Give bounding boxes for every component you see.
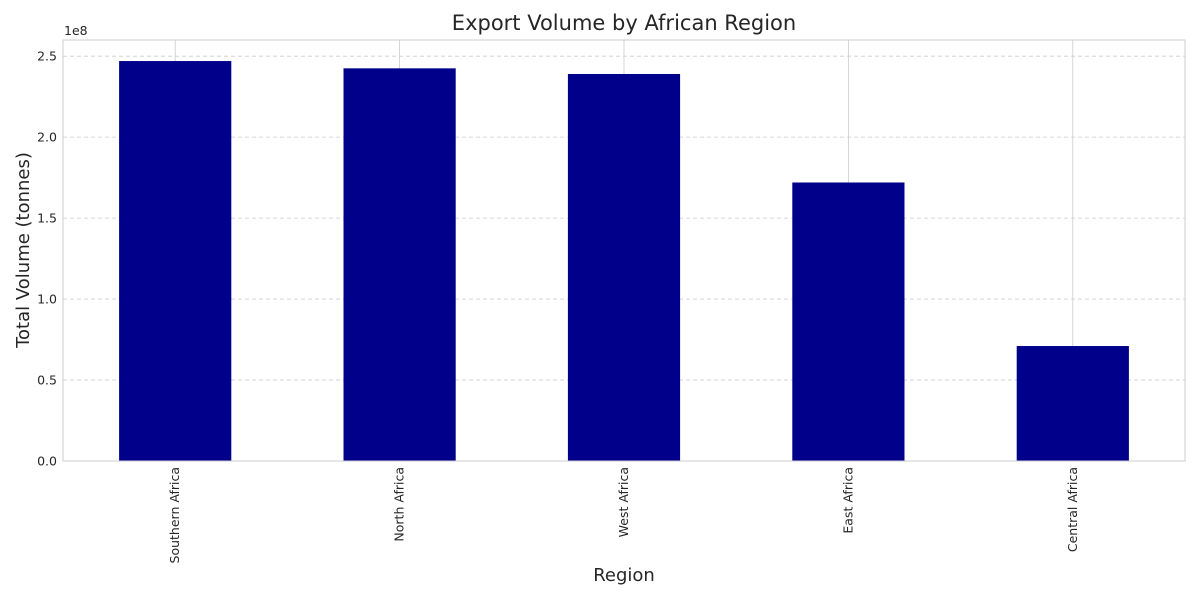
bar	[343, 68, 456, 461]
tick-labels: 0.0 0.5 1.0 1.5 2.0 2.5 Southern Africa North A…	[37, 49, 1080, 564]
x-tick-label: North Africa	[392, 467, 407, 542]
y-tick-label: 2.5	[37, 49, 57, 64]
bars	[119, 61, 1129, 462]
y-tick-label: 1.5	[37, 211, 57, 226]
y-tick-label: 0.5	[37, 373, 57, 388]
x-tick-label: Southern Africa	[167, 467, 182, 563]
bar	[119, 61, 232, 462]
y-tick-label: 0.0	[37, 454, 57, 469]
x-tick-label: Central Africa	[1065, 467, 1080, 552]
x-tick-label: East Africa	[840, 467, 855, 534]
bar	[1016, 346, 1129, 461]
bar	[792, 182, 905, 461]
y-tick-label: 2.0	[37, 130, 57, 145]
y-tick-label: 1.0	[37, 292, 57, 307]
x-tick-label: West Africa	[616, 467, 631, 537]
y-axis-label: Total Volume (tonnes)	[13, 152, 34, 349]
plot-frame	[62, 39, 1186, 462]
y-axis-offset-label: 1e8	[64, 23, 88, 38]
bar	[567, 74, 681, 461]
x-axis-label: Region	[593, 565, 655, 586]
chart-title: Export Volume by African Region	[452, 11, 796, 35]
